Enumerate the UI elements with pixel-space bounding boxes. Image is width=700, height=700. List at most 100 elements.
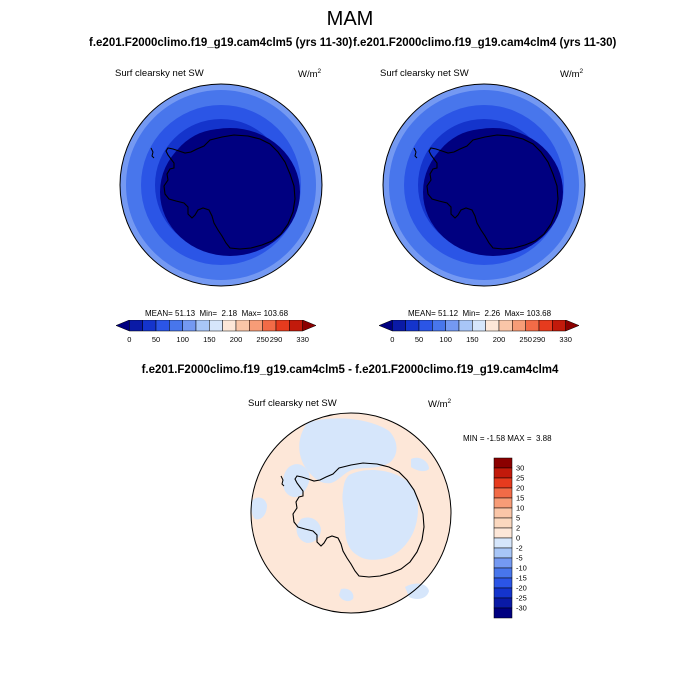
colorbar-tick-label: 290 [270,335,283,344]
contour-band [423,128,563,256]
colorbar-tick-label: 0 [516,534,520,543]
colorbar-tick-label: 15 [516,494,524,503]
colorbar-swatch [525,320,540,332]
panel3-variable-label: Surf clearsky net SW [248,398,337,409]
colorbar-swatch [275,320,290,332]
colorbar-swatch [155,320,170,332]
colorbar-tick-label: 0 [127,335,131,344]
colorbar-tick-label: 25 [516,474,524,483]
colorbar-swatch [493,527,513,539]
colorbar-swatch [493,497,513,509]
antarctica-outline [426,134,559,250]
colorbar-swatch [392,320,406,332]
colorbar-swatch [493,477,513,489]
negative-difference-patch [411,457,429,472]
panel2-colorbar: 0 50 100 150 200 250 290 330 [378,320,580,344]
colorbar-tick-label: 150 [466,335,479,344]
panel1-stats: MEAN= 51.13 Min= 2.18 Max= 103.68 [145,309,289,318]
colorbar-tick-label: -15 [516,574,527,583]
panel1-variable-label: Surf clearsky net SW [115,68,204,79]
colorbar-swatch [512,320,526,332]
panel2-polar-map [382,83,586,287]
colorbar-tick-label: -5 [516,554,523,563]
colorbar-swatch [493,507,513,519]
case2-title: f.e201.F2000climo.f19_g19.cam4clm4 (yrs … [353,37,617,49]
colorbar-tick-label: 10 [516,504,524,513]
colorbar-swatch [493,487,513,499]
colorbar-tick-label: 330 [559,335,572,344]
colorbar-tick-label: 0 [390,335,394,344]
colorbar-tick-label: 330 [296,335,309,344]
colorbar-tick-label: 50 [152,335,160,344]
negative-difference-patch [299,418,397,484]
colorbar-tick-label: -20 [516,584,527,593]
colorbar-swatch [418,320,433,332]
colorbar-tick-label: 100 [176,335,189,344]
colorbar-swatch [262,320,277,332]
colorbar-tick-label: -25 [516,594,527,603]
colorbar-swatch [209,320,223,332]
colorbar-tick-label: -30 [516,604,527,613]
panel2-stats: MEAN= 51.12 Min= 2.26 Max= 103.68 [408,309,552,318]
map-boundary [382,83,586,287]
colorbar-swatch [493,557,513,569]
negative-difference-patch [251,497,267,520]
panel1-units: W/m2 [298,68,322,81]
colorbar-swatch [538,320,553,332]
colorbar-swatch [493,517,513,529]
contour-band [160,128,300,256]
panel3-units: W/m2 [428,398,452,411]
colorbar-swatch [493,467,513,479]
colorbar-tick-label: 250 [519,335,532,344]
colorbar-swatch [565,320,580,332]
colorbar-swatch [289,320,303,332]
colorbar-swatch [493,547,513,559]
panel1-colorbar: 0 50 100 150 200 250 290 330 [115,320,317,344]
panel2-variable-label: Surf clearsky net SW [380,68,469,79]
south-america-tip [280,475,285,487]
colorbar-swatch [142,320,157,332]
colorbar-swatch [498,320,513,332]
panel1-polar-map [119,83,323,287]
case1-title: f.e201.F2000climo.f19_g19.cam4clm5 (yrs … [89,37,353,49]
panel2-units: W/m2 [560,68,584,81]
colorbar-swatch [493,607,513,619]
colorbar-swatch [493,457,513,469]
colorbar-tick-label: 200 [493,335,506,344]
south-america-tip [413,147,418,159]
negative-difference-patch [405,583,429,599]
colorbar-tick-label: 5 [516,514,520,523]
colorbar-tick-label: -2 [516,544,523,553]
colorbar-swatch [405,320,420,332]
colorbar-swatch [378,320,393,332]
colorbar-tick-label: 200 [230,335,243,344]
colorbar-swatch [485,320,500,332]
antarctica-outline [163,134,296,250]
colorbar-swatch [432,320,446,332]
season-title: MAM [326,8,374,30]
colorbar-swatch [493,597,513,609]
colorbar-swatch [222,320,237,332]
map-boundary [250,412,452,614]
diff-negative-patches [251,418,429,602]
colorbar-swatch [552,320,566,332]
south-america-tip [150,147,155,159]
colorbar-tick-label: 30 [516,464,524,473]
colorbar-swatch [445,320,460,332]
colorbar-tick-label: 150 [203,335,216,344]
colorbar-tick-label: 2 [516,524,520,533]
colorbar-swatch [115,320,130,332]
colorbar-swatch [493,567,513,579]
panel3-stats: MIN = -1.58 MAX = 3.88 [463,434,552,443]
colorbar-swatch [302,320,317,332]
colorbar-tick-label: 290 [533,335,546,344]
antarctica-outline [292,462,425,578]
colorbar-swatch [493,577,513,589]
colorbar-swatch [472,320,486,332]
colorbar-swatch [129,320,143,332]
negative-difference-patch [339,588,354,602]
colorbar-swatch [458,320,473,332]
colorbar-tick-label: -10 [516,564,527,573]
colorbar-swatch [493,587,513,599]
